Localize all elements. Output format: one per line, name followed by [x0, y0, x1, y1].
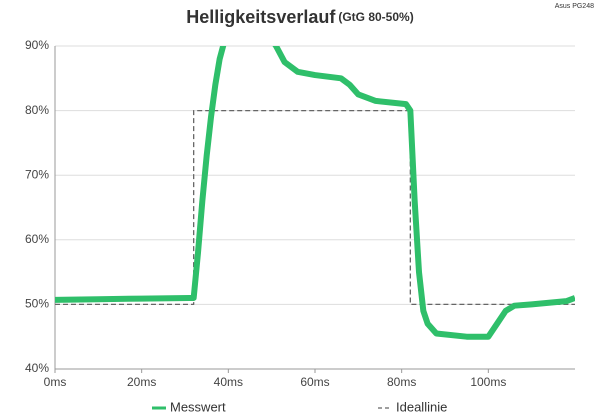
- subtitle: (GtG 80-50%): [338, 10, 413, 24]
- chart-title: Helligkeitsverlauf (GtG 80-50%): [186, 7, 413, 27]
- series-line: [55, 46, 575, 340]
- y-tick-label: 60%: [25, 232, 49, 246]
- x-tick-label: 20ms: [127, 375, 156, 389]
- y-tick-label: 40%: [25, 361, 49, 375]
- y-tick-label: 70%: [25, 167, 49, 181]
- x-tick-label: 100ms: [470, 375, 506, 389]
- plot: [55, 46, 575, 340]
- legend-label: Ideallinie: [396, 399, 447, 414]
- y-tick-label: 90%: [25, 38, 49, 52]
- title: Helligkeitsverlauf: [186, 7, 336, 27]
- legend-label: Messwert: [170, 399, 226, 414]
- annotation: Asus PG248: [555, 3, 594, 10]
- y-tick-label: 80%: [25, 103, 49, 117]
- x-tick-label: 40ms: [214, 375, 243, 389]
- y-tick-label: 50%: [25, 297, 49, 311]
- x-tick-label: 0ms: [44, 375, 67, 389]
- x-tick-label: 60ms: [300, 375, 329, 389]
- series-line: [55, 109, 575, 306]
- x-tick-label: 80ms: [387, 375, 416, 389]
